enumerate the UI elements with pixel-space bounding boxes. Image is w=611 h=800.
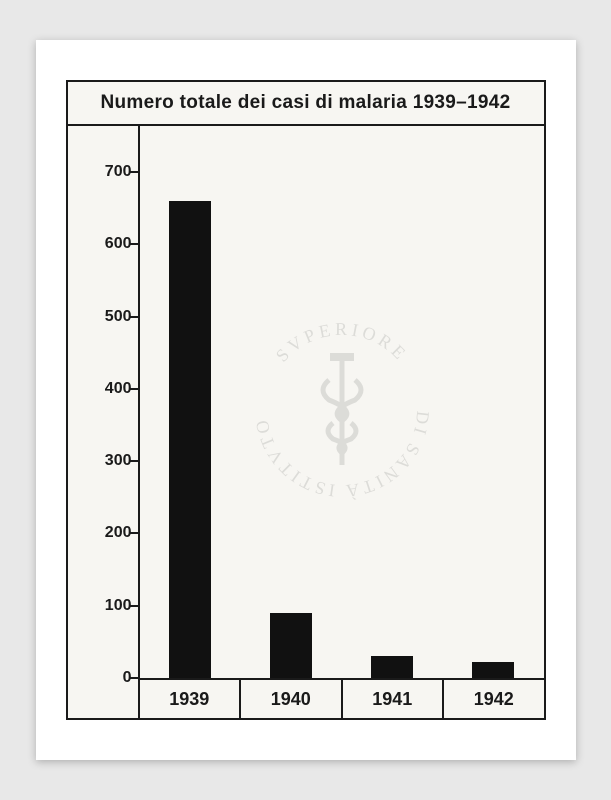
y-tick-label: 400 xyxy=(105,380,132,398)
y-tick-label: 200 xyxy=(105,524,132,542)
bar xyxy=(472,662,514,678)
plot-area xyxy=(140,136,544,678)
x-axis: 1939194019411942 xyxy=(140,678,544,718)
y-tick-mark xyxy=(130,243,140,245)
x-tick-label: 1941 xyxy=(343,680,445,718)
y-tick-mark xyxy=(130,532,140,534)
plot-column: 1939194019411942 SVPERIORE DI SANITÀ xyxy=(140,126,544,718)
x-tick-label: 1940 xyxy=(241,680,343,718)
y-tick-label: 100 xyxy=(105,597,132,615)
bar xyxy=(169,201,211,678)
bar xyxy=(371,656,413,678)
x-tick-label: 1939 xyxy=(140,680,242,718)
y-tick-mark xyxy=(130,171,140,173)
y-tick-mark xyxy=(130,388,140,390)
y-tick-mark xyxy=(130,316,140,318)
bar xyxy=(270,613,312,678)
chart-title: Numero totale dei casi di malaria 1939–1… xyxy=(76,92,536,114)
photo-frame: Numero totale dei casi di malaria 1939–1… xyxy=(36,40,576,760)
y-axis: 0100200300400500600700 xyxy=(68,126,140,718)
y-tick-mark xyxy=(130,677,140,679)
chart-container: Numero totale dei casi di malaria 1939–1… xyxy=(66,80,546,720)
y-tick-mark xyxy=(130,605,140,607)
chart-title-row: Numero totale dei casi di malaria 1939–1… xyxy=(68,82,544,126)
y-tick-label: 500 xyxy=(105,308,132,326)
y-tick-label: 300 xyxy=(105,452,132,470)
y-tick-mark xyxy=(130,460,140,462)
y-tick-label: 600 xyxy=(105,235,132,253)
chart-body: 0100200300400500600700 1939194019411942 … xyxy=(68,126,544,718)
y-tick-label: 700 xyxy=(105,163,132,181)
x-tick-label: 1942 xyxy=(444,680,544,718)
